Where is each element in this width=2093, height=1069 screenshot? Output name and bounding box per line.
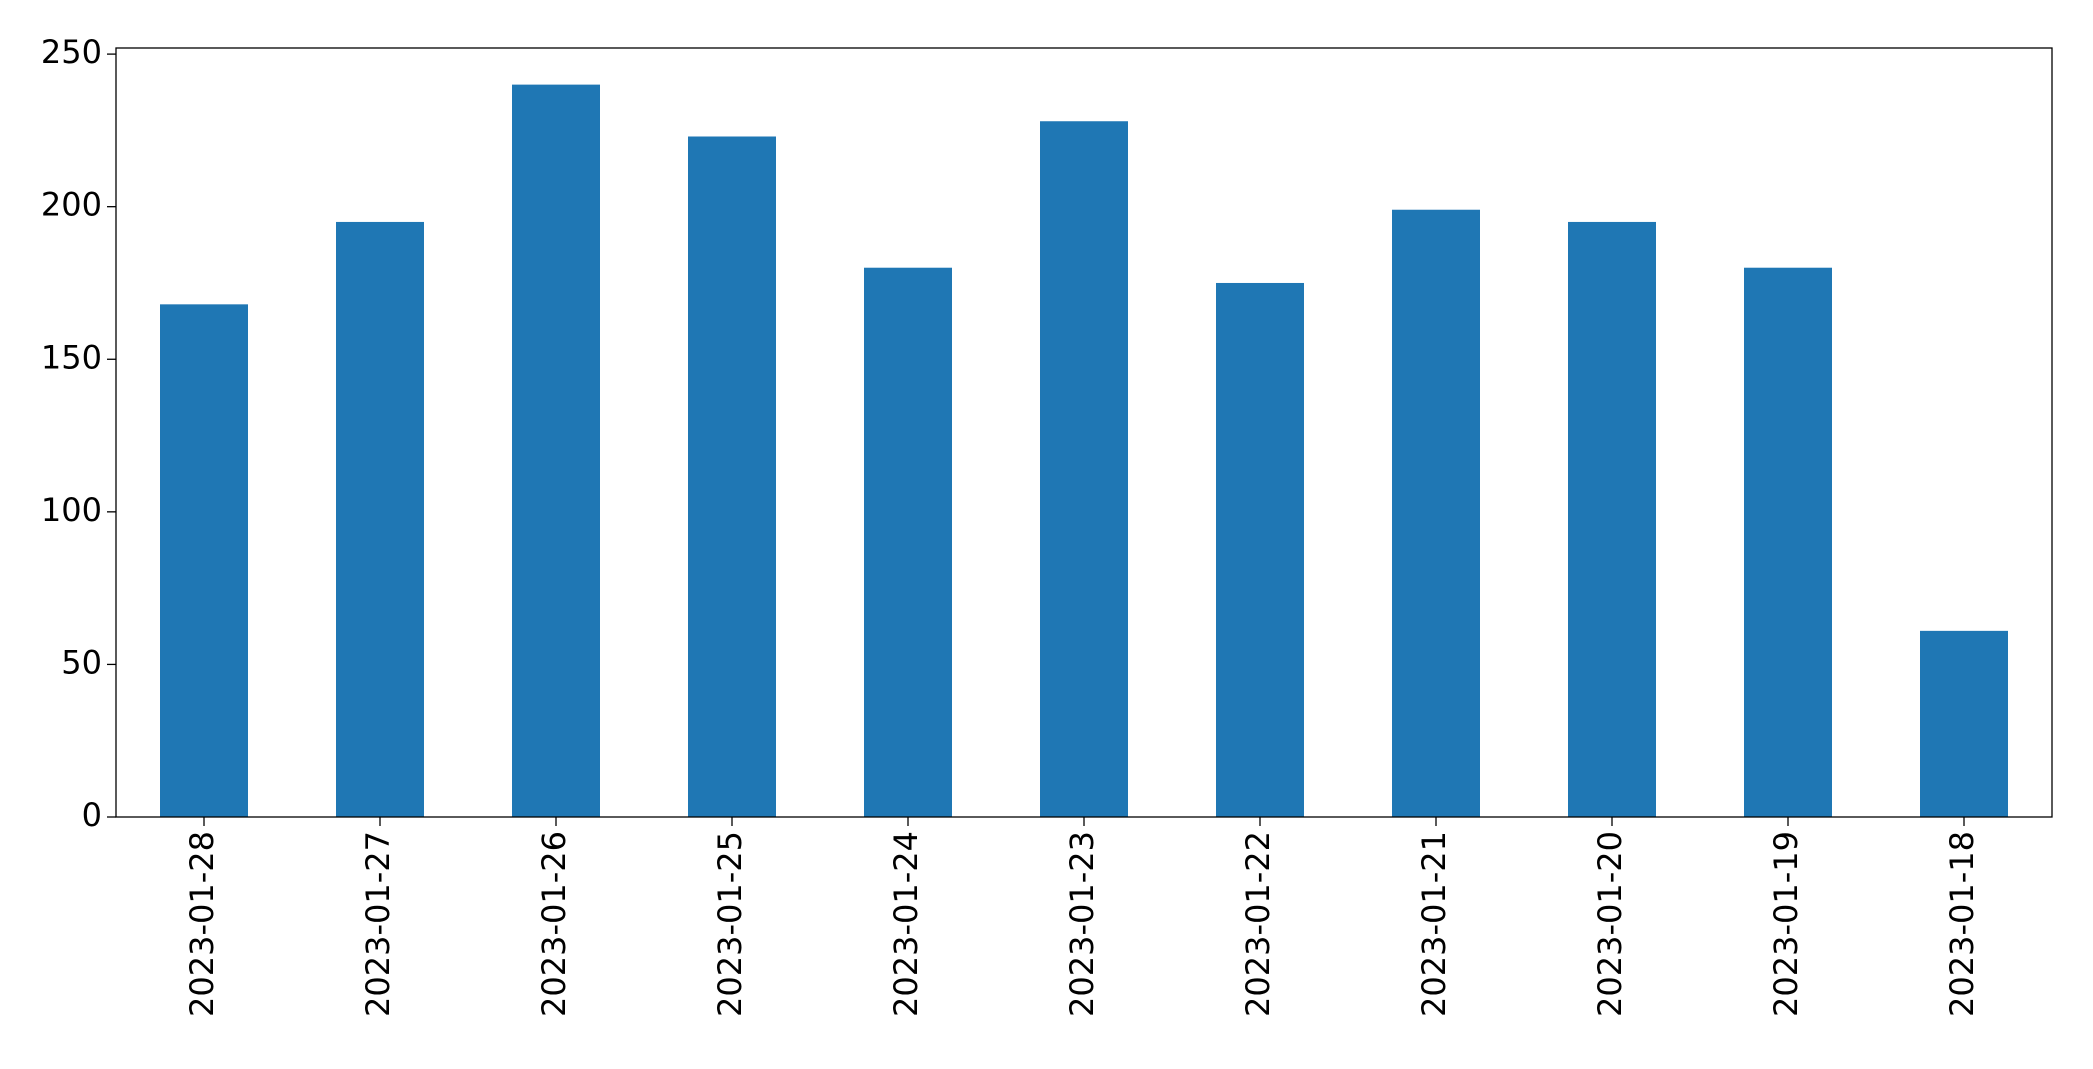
bar xyxy=(1216,282,1304,817)
x-tick-label: 2023-01-23 xyxy=(1063,831,1101,1017)
bar xyxy=(1392,209,1480,817)
bar xyxy=(688,136,776,817)
x-tick-label: 2023-01-21 xyxy=(1415,831,1453,1017)
y-tick-label: 100 xyxy=(41,491,102,529)
bar xyxy=(1040,121,1128,817)
bar xyxy=(1568,221,1656,817)
y-tick-label: 250 xyxy=(41,33,102,71)
x-tick-label: 2023-01-25 xyxy=(711,831,749,1017)
bar xyxy=(512,84,600,818)
bar xyxy=(1920,630,2008,817)
x-tick-label: 2023-01-26 xyxy=(535,831,573,1017)
x-tick-label: 2023-01-18 xyxy=(1943,831,1981,1017)
x-tick-label: 2023-01-19 xyxy=(1767,831,1805,1017)
y-tick-label: 150 xyxy=(41,338,102,376)
x-tick-label: 2023-01-28 xyxy=(183,831,221,1017)
y-tick-label: 50 xyxy=(61,643,102,681)
bar xyxy=(1744,267,1832,817)
bar xyxy=(864,267,952,817)
x-tick-label: 2023-01-24 xyxy=(887,831,925,1017)
x-tick-label: 2023-01-27 xyxy=(359,831,397,1017)
x-tick-label: 2023-01-20 xyxy=(1591,831,1629,1017)
bar xyxy=(336,221,424,817)
y-tick-label: 0 xyxy=(82,796,102,834)
x-tick-label: 2023-01-22 xyxy=(1239,831,1277,1017)
plot-frame xyxy=(115,47,2053,818)
y-tick-label: 200 xyxy=(41,186,102,224)
bar xyxy=(160,304,248,817)
